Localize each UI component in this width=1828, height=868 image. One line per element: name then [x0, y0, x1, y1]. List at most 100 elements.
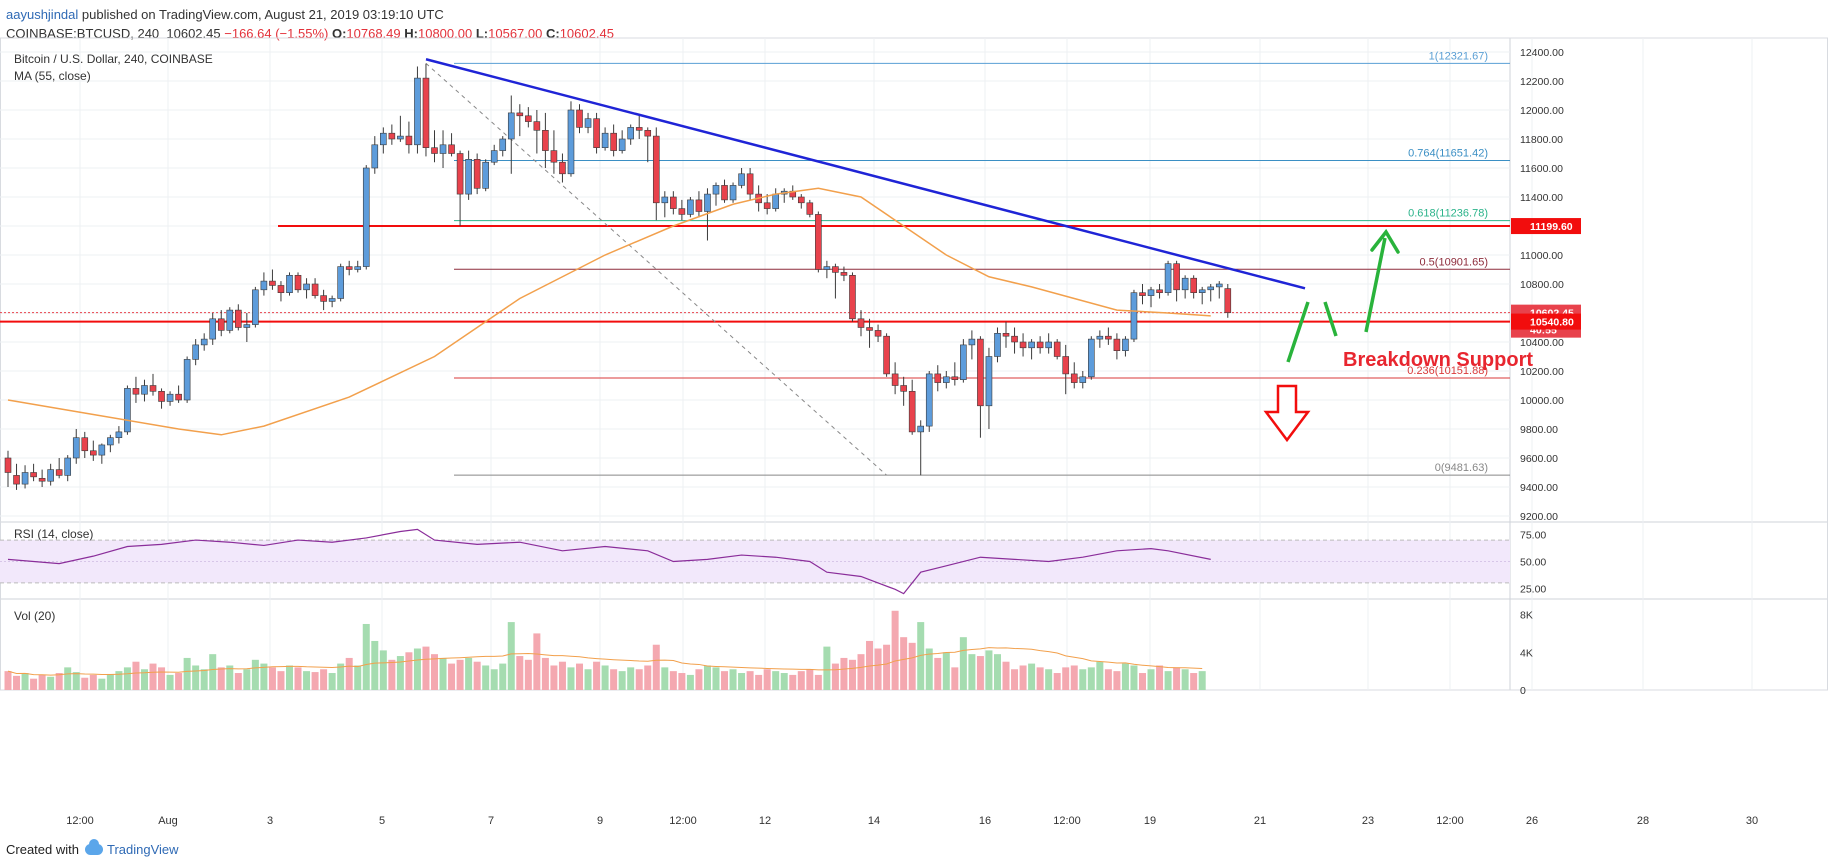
close-value: 10602.45 [559, 26, 614, 41]
volume-bar [678, 673, 686, 690]
candle [21, 465, 29, 489]
volume-bar [772, 671, 780, 690]
tradingview-link[interactable]: TradingView [106, 842, 179, 857]
candle [303, 278, 310, 299]
candle [857, 310, 865, 337]
candle [4, 450, 12, 487]
candle [1198, 286, 1206, 305]
candle-body [687, 199, 694, 215]
x-tick-label: 12 [759, 815, 771, 827]
candle-body [1036, 341, 1044, 349]
candle [1002, 321, 1010, 348]
volume-bar [1045, 669, 1053, 690]
price-label-bg [1511, 313, 1581, 330]
candle [431, 130, 438, 163]
y-tick-label: 12400.00 [1520, 47, 1564, 59]
volume-bar [320, 669, 328, 690]
candle-body [917, 425, 925, 433]
volume-bar [814, 674, 822, 690]
candle-body [1164, 263, 1172, 294]
volume-bar [132, 661, 140, 690]
volume-bar [106, 673, 114, 690]
author-link[interactable]: aayushjindal [6, 7, 79, 22]
candle-body [815, 214, 822, 270]
candle [652, 127, 660, 221]
publish-info: published on TradingView.com, August 21,… [81, 7, 444, 22]
volume-bar [1198, 671, 1206, 690]
candle-body [115, 431, 123, 438]
candle [994, 327, 1001, 363]
price-change: −166.64 (−1.55%) [224, 26, 329, 41]
candle-body [1190, 277, 1197, 294]
volume-bar [499, 663, 507, 690]
arrow-down-segment [1323, 301, 1338, 337]
candle-body [900, 385, 907, 392]
candle [687, 197, 694, 218]
rsi-title: RSI (14, close) [14, 527, 93, 541]
candle [1045, 333, 1052, 354]
y-tick-label: 12200.00 [1520, 76, 1564, 88]
candle [1062, 344, 1070, 395]
candle [158, 388, 165, 409]
candle [746, 168, 754, 200]
breakdown-arrow-icon [1263, 384, 1311, 443]
candle [1130, 289, 1138, 342]
candle [490, 144, 498, 166]
volume-bar [669, 671, 677, 690]
volume-bar [1147, 669, 1155, 690]
candles [4, 63, 1232, 490]
candle-body [1070, 373, 1078, 383]
volume-bar [158, 667, 166, 690]
volume-bar [959, 637, 967, 690]
candle [422, 63, 430, 157]
volume-bar [226, 665, 234, 690]
candle-body [806, 202, 814, 215]
candle [908, 379, 916, 435]
candle [456, 150, 464, 226]
rsi-y-tick: 25.00 [1520, 583, 1546, 595]
candle-body [601, 132, 609, 148]
candle [516, 104, 524, 137]
candle-body [149, 385, 157, 392]
candle-body [260, 280, 268, 291]
x-tick-label: 26 [1526, 815, 1538, 827]
candle-body [994, 332, 1001, 357]
volume-bar [38, 674, 46, 690]
volume-bar [797, 671, 805, 690]
volume-bar [976, 656, 984, 690]
candle-body [1113, 338, 1121, 352]
x-tick-label: 30 [1746, 815, 1758, 827]
volume-bar [21, 673, 29, 690]
candle [1207, 284, 1215, 302]
candle-body [533, 121, 541, 131]
candle [721, 179, 728, 203]
candle [345, 260, 353, 276]
candle-body [4, 457, 12, 473]
candle [388, 124, 396, 145]
candle-body [252, 289, 259, 325]
volume-y-tick: 0 [1520, 685, 1526, 697]
volume-bar [183, 657, 191, 690]
chart-header: aayushjindal published on TradingView.co… [6, 5, 614, 43]
volume-bar [251, 659, 259, 690]
y-tick-label: 10200.00 [1520, 366, 1564, 378]
x-tick-label: 7 [488, 815, 494, 827]
x-tick-label: 14 [868, 815, 880, 827]
candle [644, 127, 652, 163]
candle [849, 272, 856, 322]
candle-body [175, 393, 182, 401]
volume-bar [371, 640, 379, 690]
candle [1028, 339, 1035, 360]
candle [38, 469, 46, 487]
candle-body [158, 390, 165, 402]
volume-bar [337, 663, 345, 690]
price-axis-label: 11199.60 [1511, 218, 1581, 235]
candle [806, 199, 814, 218]
symbol-label: COINBASE:BTCUSD, 240 [6, 26, 160, 41]
volume-bar [422, 646, 430, 690]
volume-bar [942, 652, 950, 690]
candle-body [64, 457, 72, 476]
candle-body [490, 150, 498, 163]
volume-bar [81, 677, 89, 690]
